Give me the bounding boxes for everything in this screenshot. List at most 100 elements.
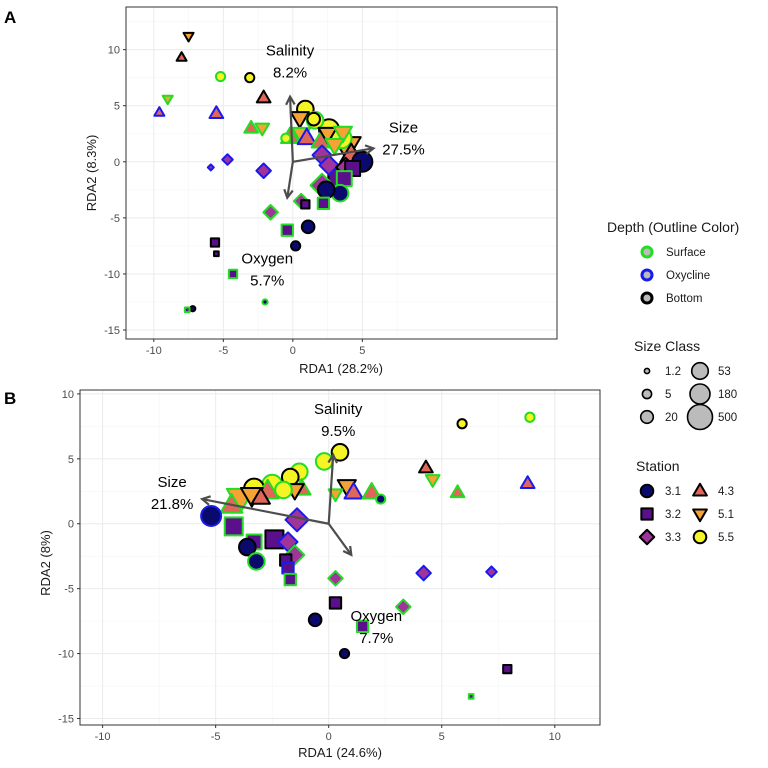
legend-size-label: 20	[665, 412, 678, 424]
data-point-station-5-1	[317, 126, 338, 145]
legend-station-swatch	[639, 483, 655, 499]
panel-b-ticks: -10 -5 0 5 10 -15 -10 -5 0 5 10	[58, 389, 561, 743]
data-point-station-4-3	[255, 89, 272, 104]
x-tick-label: 5	[359, 345, 365, 357]
arrow-salinity	[288, 96, 294, 162]
panel-b-tag: B	[4, 389, 16, 408]
arrow-label-size: Size	[157, 474, 186, 491]
data-point-station-3-1	[247, 552, 266, 571]
legend-station-swatch	[692, 529, 708, 545]
panel-a-x-axis-title: RDA1 (28.2%)	[299, 361, 383, 376]
data-point-station-3-2	[223, 516, 244, 537]
data-point-station-3-2	[213, 250, 220, 258]
data-point-station-3-3	[221, 153, 234, 166]
data-point-station-3-2	[281, 561, 295, 575]
panel-b-points	[200, 411, 536, 700]
legend-station-label: 4.3	[718, 486, 734, 498]
data-point-station-4-3	[519, 475, 536, 489]
legend-depth-items: Surface Oxycline Bottom	[640, 245, 710, 305]
data-point-station-3-3	[262, 204, 279, 221]
data-point-station-5-1	[161, 94, 174, 106]
arrow-size	[292, 147, 374, 163]
y-tick-label: -10	[58, 649, 74, 661]
legend-size-label: 500	[718, 412, 737, 424]
legend-station-label: 5.5	[718, 532, 734, 544]
data-point-station-3-2	[355, 619, 370, 633]
data-point-station-5-5	[214, 70, 227, 83]
x-tick-label: 5	[439, 731, 445, 743]
y-tick-label: 10	[108, 45, 120, 57]
arrow-label-size: Size	[389, 119, 418, 136]
legend-size-swatch	[643, 367, 651, 375]
arrow-label-oxygen: Oxygen	[350, 608, 402, 625]
legend-depth-swatch	[640, 291, 654, 305]
data-point-station-3-2	[227, 268, 239, 280]
data-point-station-3-1	[290, 240, 302, 252]
data-point-station-5-5	[274, 480, 293, 500]
arrow-head-size	[199, 495, 211, 506]
x-tick-label: -10	[146, 345, 162, 357]
x-tick-label: 0	[290, 345, 296, 357]
data-point-station-3-1	[261, 298, 269, 306]
legend-depth-label: Bottom	[666, 293, 702, 305]
x-tick-label: 0	[326, 731, 332, 743]
data-point-station-4-3	[153, 106, 166, 117]
arrow-salinity	[327, 454, 335, 524]
data-point-station-3-2	[316, 196, 331, 210]
data-point-station-5-5	[280, 132, 292, 144]
data-point-station-4-3	[250, 487, 271, 505]
arrow-pct-salinity: 8.2%	[273, 65, 307, 82]
data-point-station-3-3	[255, 162, 272, 180]
data-point-station-3-2	[283, 572, 297, 587]
arrow-head-oxygen	[283, 188, 294, 200]
arrow-pct-size: 21.8%	[151, 496, 194, 513]
legend-size-swatch	[689, 383, 711, 405]
legend-depth-label: Oxycline	[666, 270, 710, 282]
data-point-station-5-5	[524, 411, 536, 423]
legend-station-swatch	[638, 528, 656, 546]
panel-b: B -10 -5 0 5 10 -15 -10 -5 0 5 10 Salinity 9.5% Size…	[4, 389, 601, 760]
panel-b-x-axis-title: RDA1 (24.6%)	[298, 745, 382, 760]
data-point-station-5-1	[289, 111, 310, 129]
legend-size-title: Size Class	[634, 338, 700, 354]
data-point-station-3-1	[375, 493, 387, 505]
arrow-pct-oxygen: 5.7%	[250, 273, 284, 290]
x-tick-label: -5	[218, 345, 228, 357]
legend-size-swatch	[639, 409, 655, 425]
data-point-station-3-2	[467, 693, 475, 700]
legend-size-swatch	[690, 361, 710, 381]
data-point-station-3-1	[189, 305, 197, 313]
panel-b-plot-background	[79, 389, 601, 726]
data-point-station-3-1	[238, 537, 257, 557]
legend-station-swatch	[640, 507, 654, 521]
legend-station-swatch	[692, 482, 708, 497]
legend-size-label: 180	[718, 389, 737, 401]
panel-b-y-axis-title: RDA2 (8%)	[38, 530, 53, 596]
legend-size-swatch	[686, 403, 714, 431]
data-point-station-4-3	[418, 459, 434, 474]
legend-size-label: 53	[718, 366, 731, 378]
y-tick-label: 5	[68, 454, 74, 466]
data-point-station-4-3	[243, 119, 260, 134]
legend-station-swatch	[692, 508, 708, 523]
y-tick-label: 0	[114, 157, 120, 169]
legend: Depth (Outline Color) Surface Oxycline Bot…	[607, 219, 739, 546]
data-point-station-3-3	[415, 564, 432, 582]
y-tick-label: -15	[58, 714, 74, 726]
data-point-station-3-2	[328, 596, 343, 610]
data-point-station-3-3	[318, 154, 340, 176]
legend-size-items: 1.2 5 20 53 180 500	[639, 361, 737, 431]
legend-station-items: 3.1 3.2 3.3 4.3 5.1 5.5	[638, 482, 734, 546]
panel-b-arrows: Salinity 9.5% Size 21.8% Oxygen 7.7%	[151, 401, 402, 647]
arrow-head-salinity	[327, 452, 339, 464]
data-point-station-3-3	[327, 570, 344, 587]
panel-a-tag: A	[4, 8, 16, 27]
data-point-station-3-1	[300, 219, 316, 235]
legend-station: Station 3.1 3.2 3.3 4.3 5.1 5.5	[636, 458, 734, 546]
data-point-station-5-1	[424, 474, 441, 488]
arrow-head-salinity	[285, 94, 296, 106]
y-tick-label: 5	[114, 101, 120, 113]
data-point-station-5-1	[254, 122, 271, 137]
legend-size-label: 1.2	[665, 366, 681, 378]
